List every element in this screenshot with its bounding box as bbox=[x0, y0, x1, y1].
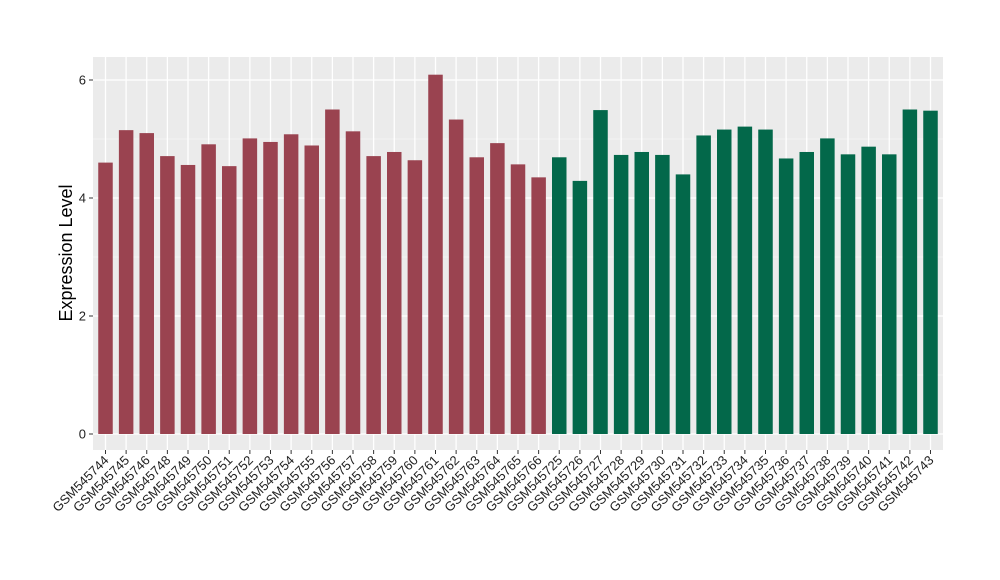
bar-GSM545750 bbox=[201, 144, 216, 434]
bar-GSM545748 bbox=[160, 156, 175, 435]
bar-GSM545739 bbox=[840, 154, 856, 434]
bar-GSM545732 bbox=[696, 135, 711, 434]
bar-GSM545749 bbox=[180, 164, 196, 434]
bar-GSM545760 bbox=[407, 160, 423, 435]
bar-GSM545727 bbox=[593, 110, 608, 434]
bar-GSM545734 bbox=[737, 126, 753, 435]
bar-GSM545763 bbox=[469, 157, 484, 435]
bar-GSM545729 bbox=[634, 151, 649, 435]
bar-GSM545761 bbox=[428, 74, 443, 434]
bar-GSM545746 bbox=[139, 133, 154, 434]
bar-GSM545728 bbox=[613, 154, 629, 434]
bar-GSM545735 bbox=[758, 129, 773, 434]
bar-GSM545742 bbox=[902, 109, 918, 434]
x-axis: GSM545744GSM545745GSM545746GSM545748GSM5… bbox=[49, 450, 937, 515]
bar-GSM545741 bbox=[882, 154, 897, 434]
bar-GSM545759 bbox=[387, 151, 402, 435]
y-tick-label: 0 bbox=[79, 427, 86, 442]
y-tick-label: 4 bbox=[79, 191, 86, 206]
bar-GSM545762 bbox=[448, 119, 464, 434]
bar-GSM545755 bbox=[304, 145, 319, 435]
bar-GSM545751 bbox=[222, 166, 237, 434]
bar-GSM545743 bbox=[923, 110, 938, 435]
bar-GSM545733 bbox=[717, 129, 732, 434]
bars bbox=[98, 74, 938, 435]
y-tick-label: 2 bbox=[79, 309, 86, 324]
bar-GSM545757 bbox=[345, 131, 361, 434]
bar-GSM545754 bbox=[283, 134, 299, 434]
bar-GSM545738 bbox=[820, 138, 835, 434]
bar-GSM545737 bbox=[799, 151, 814, 435]
bar-GSM545740 bbox=[861, 146, 876, 435]
bar-GSM545730 bbox=[655, 154, 670, 434]
y-axis-title: Expression Level bbox=[56, 184, 76, 321]
bar-GSM545726 bbox=[572, 180, 588, 434]
y-axis: 0 2 4 6 bbox=[79, 73, 93, 442]
bar-GSM545745 bbox=[118, 130, 134, 434]
y-tick-label: 6 bbox=[79, 73, 86, 88]
bar-GSM545731 bbox=[675, 174, 691, 434]
bar-GSM545736 bbox=[778, 158, 794, 434]
bar-GSM545752 bbox=[242, 138, 258, 434]
bar-GSM545766 bbox=[531, 177, 546, 434]
bar-GSM545758 bbox=[366, 156, 381, 435]
bar-GSM545765 bbox=[510, 164, 526, 434]
bar-GSM545764 bbox=[490, 143, 505, 434]
bar-GSM545753 bbox=[263, 141, 278, 434]
bar-GSM545756 bbox=[325, 109, 340, 434]
bar-GSM545744 bbox=[98, 162, 113, 434]
bar-GSM545725 bbox=[552, 157, 567, 435]
